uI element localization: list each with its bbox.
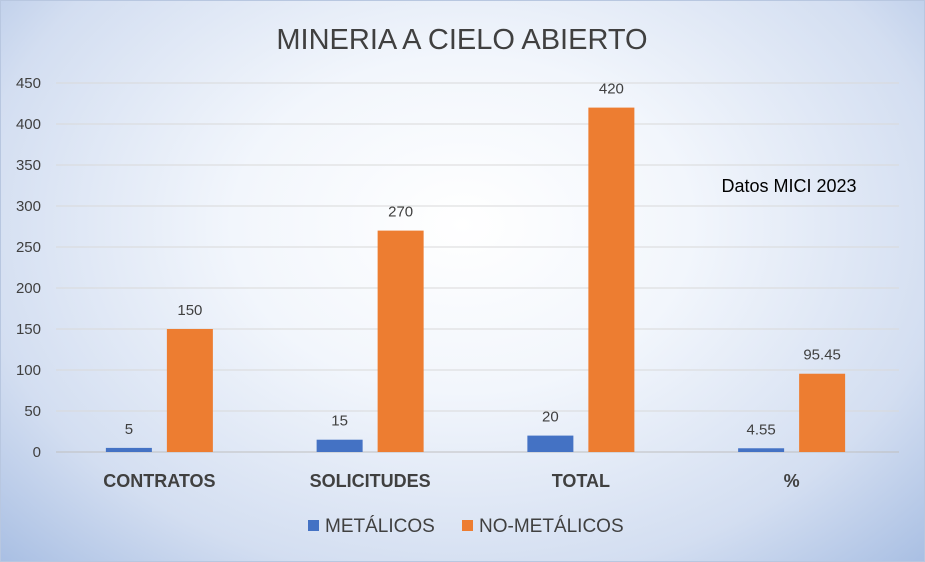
data-label: 270 <box>388 204 413 221</box>
y-tick-label: 400 <box>16 116 41 133</box>
category-label: SOLICITUDES <box>310 471 431 491</box>
data-label: 4.55 <box>747 421 776 438</box>
y-tick-label: 450 <box>16 75 41 92</box>
data-label: 5 <box>125 421 133 438</box>
bar-no-metalicos-0 <box>166 329 213 452</box>
chart-annotation: Datos MICI 2023 <box>721 176 856 196</box>
data-label: 95.45 <box>803 347 841 364</box>
bar-metalicos-3 <box>738 448 785 452</box>
bars <box>105 107 846 452</box>
category-label: % <box>784 471 800 491</box>
data-label: 420 <box>599 81 624 98</box>
y-tick-label: 100 <box>16 362 41 379</box>
y-tick-label: 50 <box>24 403 41 420</box>
bar-metalicos-2 <box>527 435 574 452</box>
legend-label: NO-METÁLICOS <box>479 516 624 537</box>
bar-no-metalicos-3 <box>799 373 846 452</box>
y-tick-label: 250 <box>16 239 41 256</box>
legend-label: METÁLICOS <box>325 516 435 537</box>
y-axis-ticks: 0 50 100 150 200 250 300 350 400 450 <box>16 75 41 461</box>
legend: METÁLICOS NO-METÁLICOS <box>308 516 624 537</box>
bar-metalicos-0 <box>105 447 152 452</box>
bar-metalicos-1 <box>316 439 363 452</box>
y-tick-label: 0 <box>33 444 41 461</box>
y-tick-label: 200 <box>16 280 41 297</box>
y-tick-label: 150 <box>16 321 41 338</box>
y-tick-label: 300 <box>16 198 41 215</box>
legend-swatch <box>308 520 319 531</box>
data-label: 20 <box>542 409 559 426</box>
chart-title: MINERIA A CIELO ABIERTO <box>276 24 647 56</box>
data-label: 150 <box>177 302 202 319</box>
y-tick-label: 350 <box>16 157 41 174</box>
bar-no-metalicos-2 <box>588 107 635 452</box>
legend-swatch <box>462 520 473 531</box>
data-labels: 5 150 15 270 20 420 4.55 95.45 <box>125 81 841 439</box>
data-label: 15 <box>331 413 348 430</box>
category-labels: CONTRATOS SOLICITUDES TOTAL% <box>103 471 799 491</box>
category-label: TOTAL <box>552 471 610 491</box>
category-label: CONTRATOS <box>103 471 215 491</box>
bar-no-metalicos-1 <box>377 230 424 452</box>
